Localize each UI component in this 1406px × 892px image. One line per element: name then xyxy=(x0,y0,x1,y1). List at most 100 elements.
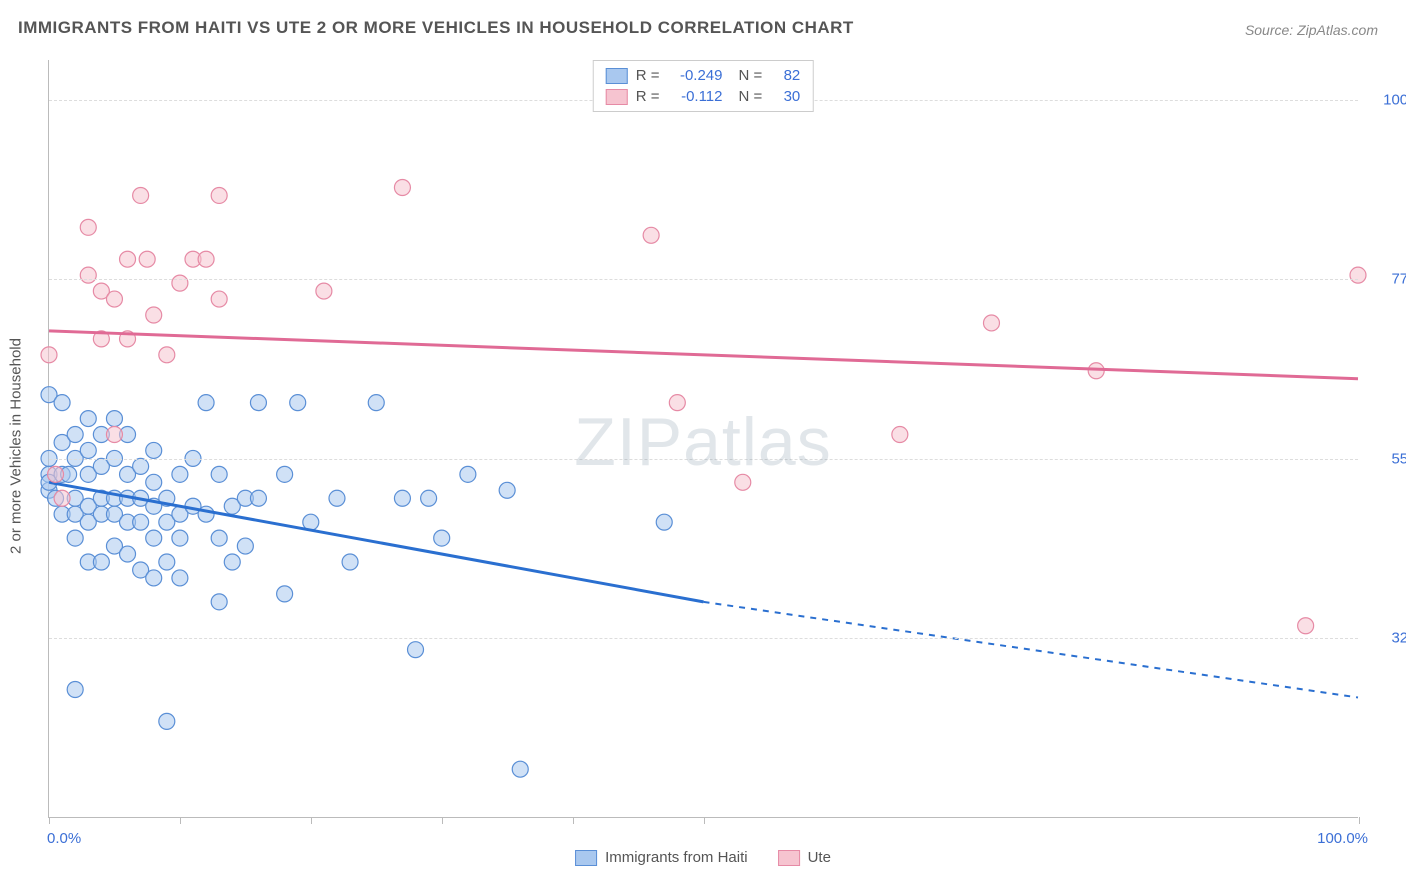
legend-row: R = -0.112 N = 30 xyxy=(606,86,801,107)
data-point xyxy=(290,395,306,411)
legend-n-label: N = xyxy=(739,67,763,84)
data-point xyxy=(211,466,227,482)
chart-title: IMMIGRANTS FROM HAITI VS UTE 2 OR MORE V… xyxy=(18,18,854,38)
legend-item: Immigrants from Haiti xyxy=(575,849,748,866)
data-point xyxy=(735,474,751,490)
data-point xyxy=(41,347,57,363)
data-point xyxy=(172,275,188,291)
x-tick-mark xyxy=(311,817,312,824)
data-point xyxy=(368,395,384,411)
data-point xyxy=(80,411,96,427)
grid-line xyxy=(49,459,1358,460)
correlation-legend: R = -0.249 N = 82 R = -0.112 N = 30 xyxy=(593,60,814,112)
source-attribution: Source: ZipAtlas.com xyxy=(1245,22,1378,38)
x-tick-mark xyxy=(573,817,574,824)
x-tick-mark xyxy=(704,817,705,824)
data-point xyxy=(198,395,214,411)
legend-n-label: N = xyxy=(739,88,763,105)
data-point xyxy=(80,219,96,235)
legend-swatch xyxy=(575,850,597,866)
legend-swatch xyxy=(606,68,628,84)
data-point xyxy=(460,466,476,482)
data-point xyxy=(54,395,70,411)
data-point xyxy=(342,554,358,570)
data-point xyxy=(106,291,122,307)
data-point xyxy=(146,570,162,586)
legend-r-value: -0.112 xyxy=(668,88,723,105)
legend-swatch xyxy=(778,850,800,866)
data-point xyxy=(146,530,162,546)
data-point xyxy=(250,490,266,506)
data-point xyxy=(48,466,64,482)
y-tick-label: 100.0% xyxy=(1364,91,1406,108)
data-point xyxy=(198,251,214,267)
data-point xyxy=(211,187,227,203)
data-point xyxy=(67,427,83,443)
data-point xyxy=(316,283,332,299)
scatter-plot-area: 32.5%55.0%77.5%100.0%0.0%100.0% xyxy=(48,60,1358,818)
data-point xyxy=(408,642,424,658)
x-tick-mark xyxy=(180,817,181,824)
data-point xyxy=(93,554,109,570)
data-point xyxy=(499,482,515,498)
source-value: ZipAtlas.com xyxy=(1297,22,1378,38)
regression-line xyxy=(49,331,1358,379)
data-point xyxy=(106,427,122,443)
data-point xyxy=(146,307,162,323)
data-point xyxy=(120,546,136,562)
data-point xyxy=(172,570,188,586)
legend-label: Ute xyxy=(808,849,831,866)
regression-line-extrapolated xyxy=(704,602,1359,698)
data-point xyxy=(80,267,96,283)
x-tick-mark xyxy=(1359,817,1360,824)
data-point xyxy=(656,514,672,530)
data-point xyxy=(67,682,83,698)
data-point xyxy=(172,530,188,546)
data-point xyxy=(421,490,437,506)
legend-n-value: 82 xyxy=(770,67,800,84)
series-legend: Immigrants from Haiti Ute xyxy=(575,849,831,866)
data-point xyxy=(146,442,162,458)
data-point xyxy=(67,530,83,546)
data-point xyxy=(329,490,345,506)
data-point xyxy=(106,411,122,427)
source-label: Source: xyxy=(1245,22,1293,38)
data-point xyxy=(172,466,188,482)
legend-r-label: R = xyxy=(636,67,660,84)
data-point xyxy=(643,227,659,243)
x-tick-label-min: 0.0% xyxy=(47,830,81,847)
data-point xyxy=(211,530,227,546)
legend-row: R = -0.249 N = 82 xyxy=(606,65,801,86)
data-point xyxy=(394,490,410,506)
data-point xyxy=(277,466,293,482)
x-tick-label-max: 100.0% xyxy=(1317,830,1368,847)
data-point xyxy=(159,347,175,363)
data-point xyxy=(434,530,450,546)
data-point xyxy=(394,180,410,196)
data-point xyxy=(211,291,227,307)
data-point xyxy=(512,761,528,777)
data-point xyxy=(139,251,155,267)
data-point xyxy=(250,395,266,411)
data-point xyxy=(120,251,136,267)
grid-line xyxy=(49,279,1358,280)
y-tick-label: 55.0% xyxy=(1364,450,1406,467)
data-point xyxy=(133,514,149,530)
grid-line xyxy=(49,638,1358,639)
data-point xyxy=(133,187,149,203)
data-point xyxy=(277,586,293,602)
data-point xyxy=(54,490,70,506)
data-point xyxy=(159,713,175,729)
data-point xyxy=(892,427,908,443)
legend-n-value: 30 xyxy=(770,88,800,105)
y-axis-label: 2 or more Vehicles in Household xyxy=(8,338,25,554)
legend-r-label: R = xyxy=(636,88,660,105)
x-tick-mark xyxy=(49,817,50,824)
chart-svg xyxy=(49,60,1358,817)
x-tick-mark xyxy=(442,817,443,824)
y-tick-label: 77.5% xyxy=(1364,271,1406,288)
data-point xyxy=(983,315,999,331)
data-point xyxy=(669,395,685,411)
legend-r-value: -0.249 xyxy=(668,67,723,84)
legend-label: Immigrants from Haiti xyxy=(605,849,748,866)
